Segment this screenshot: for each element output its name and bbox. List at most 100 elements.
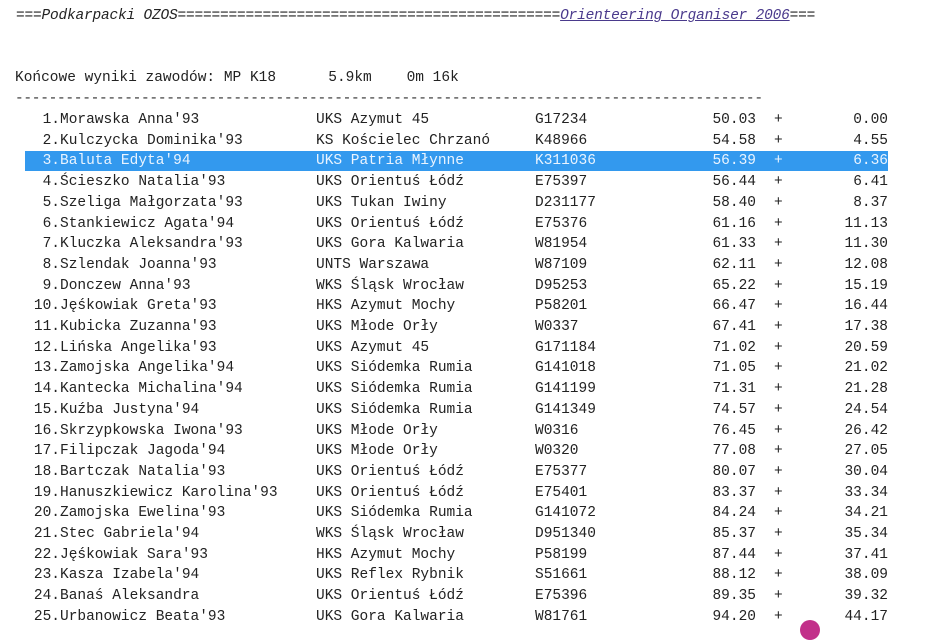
cell-plus: + xyxy=(774,153,783,170)
table-row[interactable]: 7. Kluczka Aleksandra'93 UKS Gora Kalwaria… xyxy=(25,234,888,254)
table-row[interactable]: 17. Filipczak Jagoda'94 UKS Młode Orły W032… xyxy=(25,441,888,461)
cell-club: HKS Azymut Mochy xyxy=(316,298,456,315)
table-row[interactable]: 22. Jęśkowiak Sara'93 HKS Azymut Mochy P581… xyxy=(25,545,888,565)
cell-plus: + xyxy=(774,256,783,273)
cell-name: Kluczka Aleksandra'93 xyxy=(60,236,243,253)
cell-diff: 12.08 xyxy=(844,256,888,273)
cell-rank: 9. xyxy=(42,277,60,294)
table-row[interactable]: 5. Szeliga Małgorzata'93 UKS Tukan Iwiny D2… xyxy=(25,193,888,213)
cell-club: UKS Azymut 45 xyxy=(316,112,430,128)
cell-name: Baluta Edyta'94 xyxy=(60,153,191,170)
cell-diff: 44.17 xyxy=(844,608,888,625)
cell-time: 80.07 xyxy=(712,463,756,480)
table-row[interactable]: 11. Kubicka Zuzanna'93 UKS Młode Orły W0337… xyxy=(25,317,888,337)
cell-name: Jęśkowiak Greta'93 xyxy=(60,298,217,315)
table-row[interactable]: 19. Hanuszkiewicz Karolina'93 UKS Orientuś… xyxy=(25,483,888,503)
table-row[interactable]: 9. Donczew Anna'93 WKS Śląsk Wrocław D95253… xyxy=(25,276,888,296)
cell-time: 74.57 xyxy=(712,401,756,418)
table-row[interactable]: 13. Zamojska Angelika'94 UKS Siódemka Rumi… xyxy=(25,358,888,378)
cell-rank: 21. xyxy=(33,526,60,542)
cell-plus: + xyxy=(774,132,783,149)
cell-plus: + xyxy=(774,236,783,253)
cell-diff: 4.55 xyxy=(853,132,888,149)
cell-rank: 1. xyxy=(42,112,60,128)
cell-plus: + xyxy=(774,112,783,128)
cell-plus: + xyxy=(774,422,783,439)
cell-time: 89.35 xyxy=(712,588,756,605)
table-row[interactable]: 24. Banaś Aleksandra UKS Orientuś Łódź E753… xyxy=(25,586,888,606)
orienteering-organiser-link[interactable]: Orienteering Organiser 2006 xyxy=(560,8,790,24)
cell-plus: + xyxy=(774,319,783,335)
cell-diff: 11.13 xyxy=(844,215,888,232)
cell-rank: 15. xyxy=(33,401,60,418)
cell-plus: + xyxy=(774,443,783,460)
cell-club: UKS Gora Kalwaria xyxy=(316,608,464,625)
cell-code: P58199 xyxy=(535,546,588,563)
table-row[interactable]: 15. Kuźba Justyna'94 UKS Siódemka Rumia G14… xyxy=(25,400,888,420)
cell-club: UKS Młode Orły xyxy=(316,422,438,439)
cell-rank: 12. xyxy=(33,339,60,356)
cell-plus: + xyxy=(774,277,783,294)
cell-club: UKS Orientuś Łódź xyxy=(316,215,464,232)
table-row[interactable]: 10. Jęśkowiak Greta'93 HKS Azymut Mochy P58… xyxy=(25,296,888,316)
table-row[interactable]: 23. Kasza Izabela'94 UKS Reflex Rybnik S516… xyxy=(25,565,888,585)
table-row[interactable]: 1. Morawska Anna'93 UKS Azymut 45 G17234 50.… xyxy=(25,110,888,130)
cell-diff: 11.30 xyxy=(844,236,888,253)
cell-code: D951340 xyxy=(535,526,596,542)
cell-plus: + xyxy=(774,215,783,232)
table-row[interactable]: 8. Szlendak Joanna'93 UNTS Warszawa W87109 6… xyxy=(25,255,888,275)
cell-time: 66.47 xyxy=(712,298,756,315)
cell-code: D95253 xyxy=(535,277,588,294)
cell-club: UKS Reflex Rybnik xyxy=(316,567,464,584)
results-title: Końcowe wyniki zawodów: MP K18 5.9km 0m … xyxy=(15,70,459,86)
cell-diff: 16.44 xyxy=(844,298,888,315)
cell-club: UKS Młode Orły xyxy=(316,443,438,460)
table-row[interactable]: 12. Lińska Angelika'93 UKS Azymut 45 G17118… xyxy=(25,338,888,358)
cell-code: E75377 xyxy=(535,463,588,480)
cell-code: G141072 xyxy=(535,505,596,522)
table-row[interactable]: 16. Skrzypkowska Iwona'93 UKS Młode Orły W0… xyxy=(25,421,888,441)
cell-name: Kantecka Michalina'94 xyxy=(60,381,243,398)
cell-name: Szlendak Joanna'93 xyxy=(60,256,217,273)
table-row[interactable]: 2. Kulczycka Dominika'93 KS Kościelec Chrz… xyxy=(25,131,888,151)
cell-diff: 27.05 xyxy=(844,443,888,460)
table-row[interactable]: 3. Baluta Edyta'94 UKS Patria Młynne K31103… xyxy=(25,151,888,172)
table-row[interactable]: 18. Bartczak Natalia'93 UKS Orientuś Łódź E… xyxy=(25,462,888,482)
cell-name: Skrzypkowska Iwona'93 xyxy=(60,422,243,439)
cell-time: 84.24 xyxy=(712,505,756,522)
cell-plus: + xyxy=(774,505,783,522)
cell-plus: + xyxy=(774,526,783,542)
cell-name: Morawska Anna'93 xyxy=(60,112,200,128)
cell-diff: 0.00 xyxy=(853,112,888,128)
cell-code: P58201 xyxy=(535,298,588,315)
cell-club: UKS Siódemka Rumia xyxy=(316,401,473,418)
header-left: ===Podkarpacki OZOS=====================… xyxy=(16,8,561,24)
table-row[interactable]: 20. Zamojska Ewelina'93 UKS Siódemka Rumia… xyxy=(25,503,888,523)
table-row[interactable]: 21. Stec Gabriela'94 WKS Śląsk Wrocław D951… xyxy=(25,524,888,544)
table-row[interactable]: 4. Ścieszko Natalia'93 UKS Orientuś Łódź E7… xyxy=(25,172,888,192)
cell-diff: 21.02 xyxy=(844,360,888,377)
header-right: === xyxy=(789,8,816,24)
cell-club: WKS Śląsk Wrocław xyxy=(316,277,464,294)
cell-club: UKS Orientuś Łódź xyxy=(316,484,464,501)
cell-diff: 39.32 xyxy=(844,588,888,605)
cell-club: UKS Orientuś Łódź xyxy=(316,588,464,605)
cell-code: K311036 xyxy=(535,153,596,170)
table-row[interactable]: 6. Stankiewicz Agata'94 UKS Orientuś Łódź E… xyxy=(25,214,888,234)
cell-time: 50.03 xyxy=(712,112,756,128)
cell-rank: 6. xyxy=(42,215,60,232)
table-row[interactable]: 25. Urbanowicz Beata'93 UKS Gora Kalwaria W… xyxy=(25,607,888,627)
cell-time: 77.08 xyxy=(712,443,756,460)
cell-name: Jęśkowiak Sara'93 xyxy=(60,546,208,563)
cell-rank: 8. xyxy=(42,256,60,273)
table-row[interactable]: 14. Kantecka Michalina'94 UKS Siódemka Rum… xyxy=(25,379,888,399)
cell-time: 62.11 xyxy=(712,256,756,273)
cell-club: WKS Śląsk Wrocław xyxy=(316,526,464,542)
cell-code: G141018 xyxy=(535,360,596,377)
cell-time: 71.02 xyxy=(712,339,756,356)
cell-plus: + xyxy=(774,194,783,211)
cell-club: UKS Siódemka Rumia xyxy=(316,381,473,398)
separator: ----------------------------------------… xyxy=(15,91,763,107)
cell-code: E75397 xyxy=(535,174,588,191)
cell-time: 76.45 xyxy=(712,422,756,439)
